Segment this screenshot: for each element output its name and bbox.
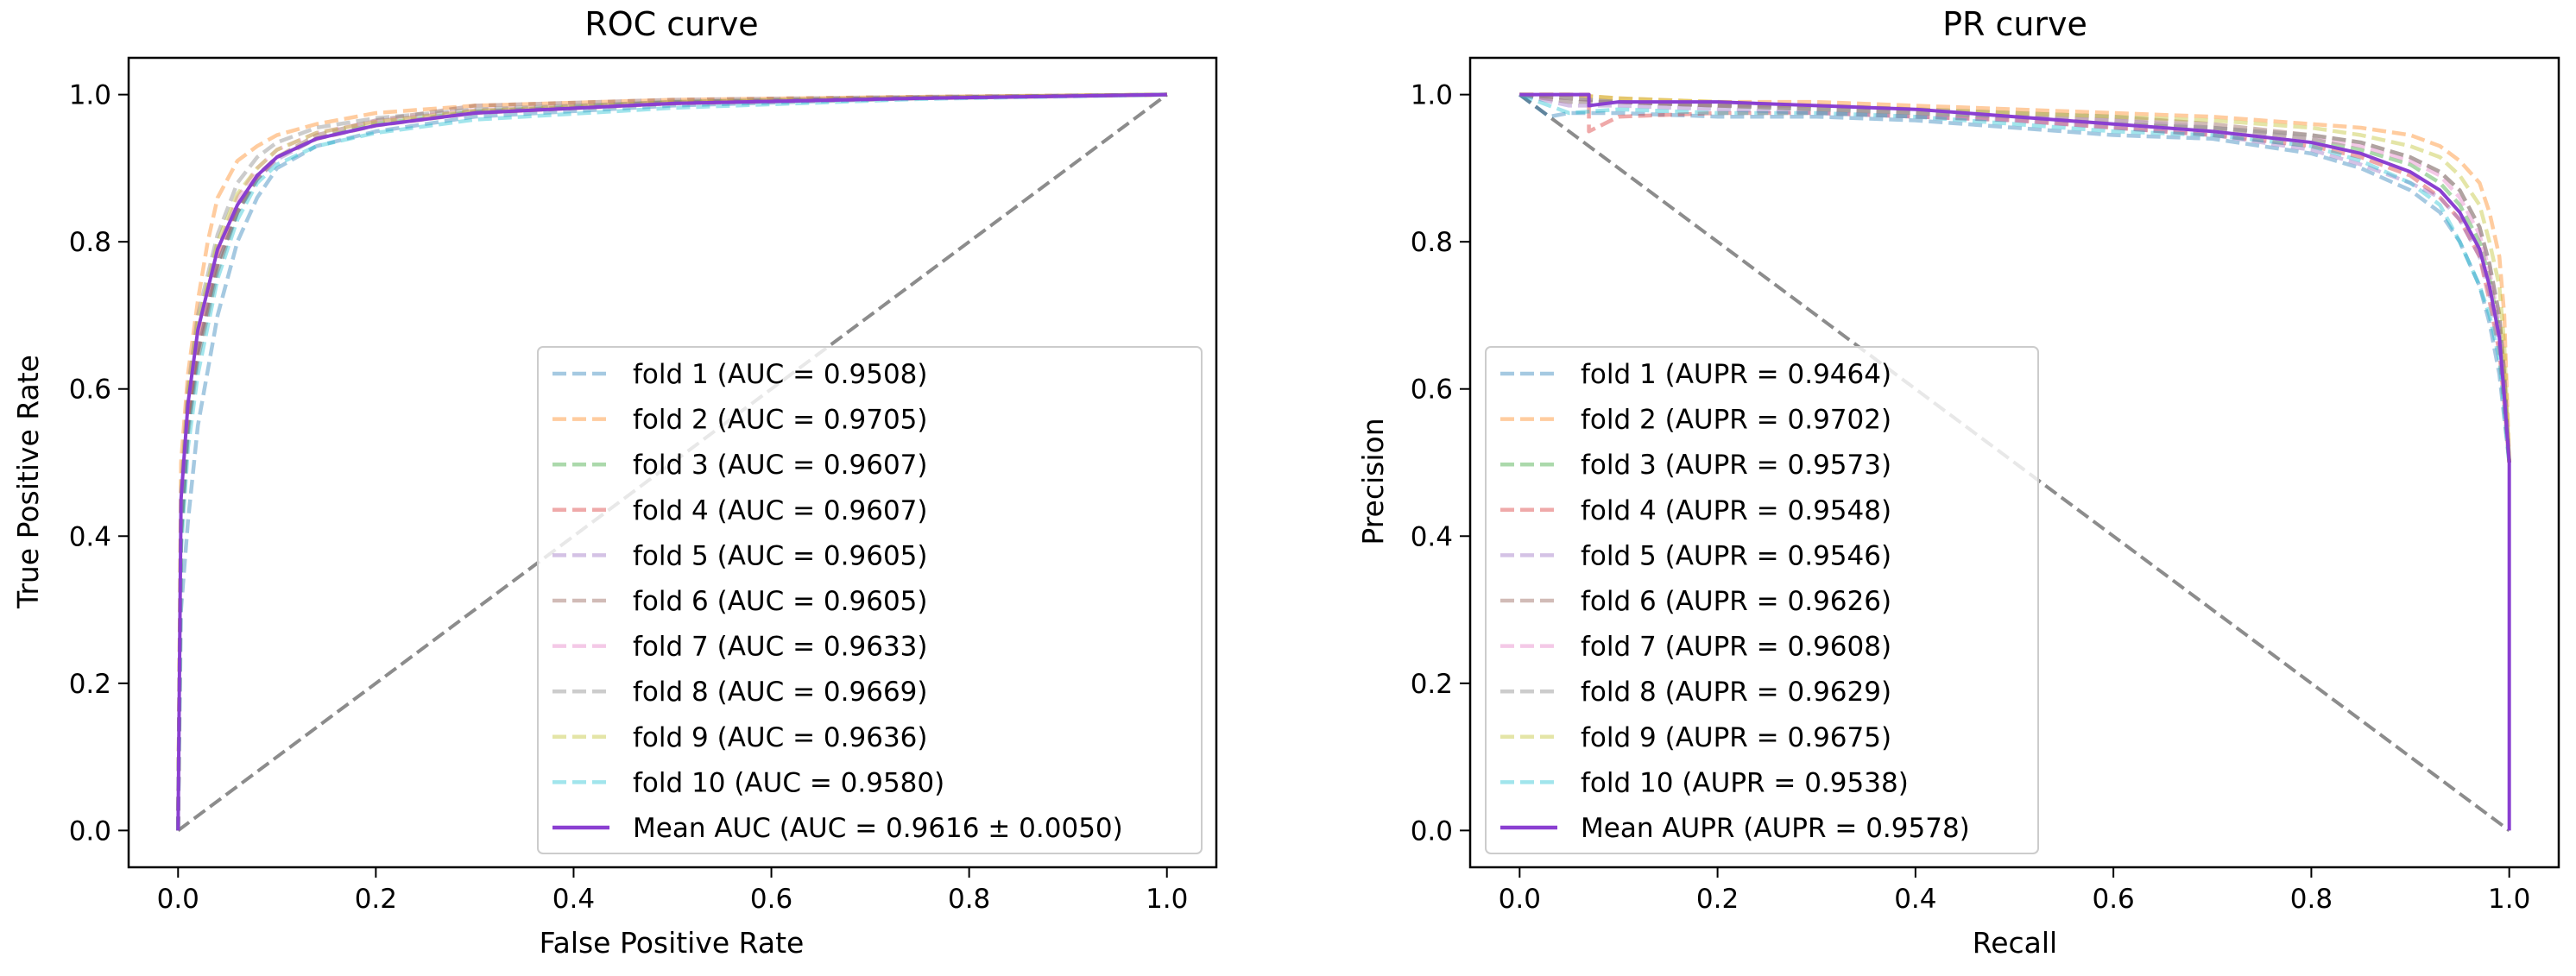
roc-legend-label: fold 5 (AUC = 0.9605) (633, 540, 927, 571)
pr-y-tick-label: 0.6 (1411, 375, 1453, 406)
pr-y-tick-label: 1.0 (1411, 80, 1453, 111)
roc-legend-label: fold 10 (AUC = 0.9580) (633, 767, 944, 798)
pr-legend-label: fold 1 (AUPR = 0.9464) (1581, 359, 1891, 390)
pr-y-tick-label: 0.2 (1411, 669, 1453, 700)
pr-legend-label: fold 9 (AUPR = 0.9675) (1581, 722, 1891, 753)
pr-series-fold-10-line (1518, 92, 2511, 463)
roc-series-fold-8-line (176, 92, 1167, 831)
roc-title: ROC curve (584, 5, 758, 43)
pr-legend-label: fold 2 (AUPR = 0.9702) (1581, 405, 1891, 436)
pr-y-tick-label: 0.8 (1411, 227, 1453, 258)
roc-legend: fold 1 (AUC = 0.9508) fold 2 (AUC = 0.970… (537, 346, 1203, 854)
roc-legend-label: fold 3 (AUC = 0.9607) (633, 450, 927, 481)
roc-legend-label: fold 8 (AUC = 0.9669) (633, 677, 927, 708)
pr-legend-label: fold 10 (AUPR = 0.9538) (1581, 767, 1909, 798)
pr-series-mean-line (1519, 92, 2511, 831)
pr-axes-frame (1468, 56, 2560, 869)
roc-legend-label: fold 9 (AUC = 0.9636) (633, 722, 927, 753)
pr-series-fold-6-line (1519, 92, 2511, 463)
pr-x-tick-label: 0.8 (2290, 884, 2333, 915)
roc-series-fold-10-line (176, 92, 1167, 831)
roc-series-fold-2-line (176, 92, 1167, 831)
pr-x-tick-label: 0.4 (1894, 884, 1936, 915)
roc-legend-label: fold 2 (AUC = 0.9705) (633, 405, 927, 436)
pr-legend-box (1485, 346, 2039, 854)
pr-legend-label: fold 8 (AUPR = 0.9629) (1581, 677, 1891, 708)
roc-y-tick-label: 1.0 (69, 80, 111, 111)
roc-y-tick-label: 0.8 (69, 227, 111, 258)
pr-x-tick-label: 1.0 (2488, 884, 2530, 915)
pr-plot-area: 0.0 0.2 0.4 0.6 0.8 1.0 0.0 0.2 0.4 0.6 0.8 1.0 (1411, 56, 2560, 915)
roc-x-tick-label: 1.0 (1146, 884, 1188, 915)
pr-x-axis-label: Recall (1973, 926, 2057, 960)
roc-y-tick-label: 0.2 (69, 669, 111, 700)
roc-legend-label: fold 6 (AUC = 0.9605) (633, 586, 927, 617)
pr-series-fold-3-line (1518, 92, 2511, 463)
roc-series-fold-1-line (176, 92, 1167, 831)
roc-legend-label: fold 4 (AUC = 0.9607) (633, 495, 927, 526)
pr-x-tick-label: 0.0 (1499, 884, 1541, 915)
pr-legend-label: fold 6 (AUPR = 0.9626) (1581, 586, 1891, 617)
pr-series-fold-8-line (1519, 92, 2511, 463)
pr-legend-label: fold 5 (AUPR = 0.9546) (1581, 540, 1891, 571)
pr-x-tick-label: 0.6 (2092, 884, 2134, 915)
roc-x-tick-label: 0.4 (552, 884, 595, 915)
pr-series-fold-9-line (1519, 92, 2511, 463)
pr-legend-label: fold 3 (AUPR = 0.9573) (1581, 450, 1891, 481)
roc-x-tick-label: 0.8 (948, 884, 990, 915)
pr-y-tick-label: 0.0 (1411, 815, 1453, 847)
roc-x-tick-label: 0.6 (750, 884, 792, 915)
pr-legend-label: Mean AUPR (AUPR = 0.9578) (1581, 813, 1970, 844)
pr-series-fold-4-line (1519, 92, 2511, 463)
roc-axes-frame (127, 56, 1218, 869)
pr-title: PR curve (1942, 5, 2087, 43)
pr-y-tick-label: 0.4 (1411, 521, 1453, 552)
roc-x-axis-label: False Positive Rate (540, 926, 805, 960)
roc-y-axis-label: True Positive Rate (11, 355, 45, 609)
pr-y-axis-label: Precision (1356, 418, 1390, 545)
roc-y-tick-label: 0.6 (69, 375, 111, 406)
roc-x-tick-label: 0.2 (355, 884, 397, 915)
pr-series-fold-7-line (1518, 92, 2511, 463)
pr-series-fold-1-line (1518, 92, 2511, 463)
roc-legend-box (537, 346, 1203, 854)
roc-x-tick-label: 0.0 (157, 884, 199, 915)
roc-legend-label: fold 1 (AUC = 0.9508) (633, 359, 927, 390)
roc-y-tick-label: 0.4 (69, 521, 111, 552)
roc-chart: ROC curve False Positive Rate True Posit… (11, 5, 1218, 960)
roc-legend-label: Mean AUC (AUC = 0.9616 ± 0.0050) (633, 813, 1123, 844)
pr-legend-label: fold 7 (AUPR = 0.9608) (1581, 632, 1891, 663)
roc-plot-area: 0.0 0.2 0.4 0.6 0.8 1.0 0.0 0.2 0.4 0.6 0.8 1.0 (69, 56, 1218, 915)
roc-legend-label: fold 7 (AUC = 0.9633) (633, 632, 927, 663)
pr-x-tick-label: 0.2 (1696, 884, 1739, 915)
pr-legend-label: fold 4 (AUPR = 0.9548) (1581, 495, 1891, 526)
roc-y-tick-label: 0.0 (69, 815, 111, 847)
pr-chart: PR curve Recall Precision 0.0 0.2 0.4 0.6 0.… (1356, 5, 2560, 960)
roc-series-mean-line (176, 92, 1167, 831)
pr-legend: fold 1 (AUPR = 0.9464) fold 2 (AUPR = 0.9… (1485, 346, 2039, 854)
